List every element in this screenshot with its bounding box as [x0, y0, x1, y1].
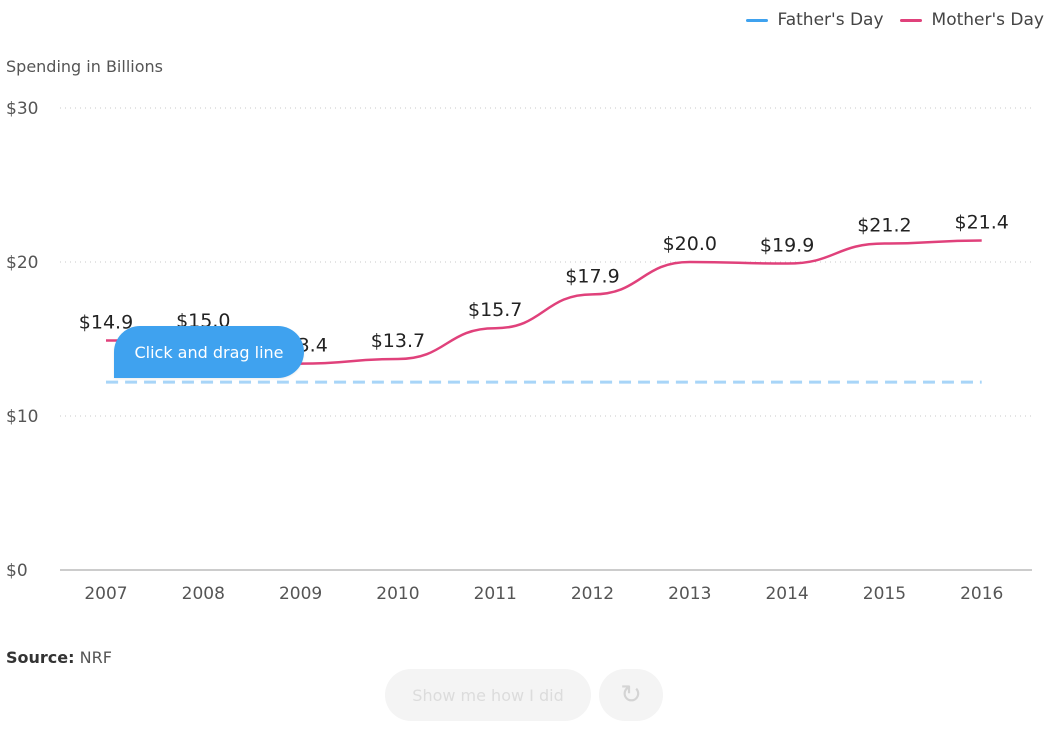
- legend-label-mothers-day: Mother's Day: [931, 10, 1044, 30]
- x-tick-label: 2007: [84, 584, 127, 604]
- chart-legend: Father's Day Mother's Day: [745, 10, 1044, 30]
- data-label-mothers-day: $21.4: [954, 211, 1008, 233]
- data-label-mothers-day: $17.9: [565, 265, 619, 287]
- grid-lines: [60, 107, 1032, 571]
- y-tick-label: $0: [6, 561, 28, 581]
- source-text: NRF: [79, 648, 112, 667]
- y-tick-label: $10: [6, 407, 38, 427]
- source-note: Source: NRF: [6, 648, 112, 667]
- reset-icon: ↻: [620, 680, 642, 710]
- legend-swatch-mothers-day: [899, 18, 922, 22]
- data-label-mothers-day: $15.7: [468, 299, 522, 321]
- drag-hint-tooltip[interactable]: Click and drag line: [114, 326, 304, 378]
- source-label: Source:: [6, 648, 75, 667]
- legend-label-fathers-day: Father's Day: [777, 10, 884, 30]
- legend-swatch-fathers-day: [745, 18, 768, 22]
- reset-button[interactable]: ↻: [599, 669, 663, 721]
- y-tick-label: $20: [6, 253, 38, 273]
- data-label-mothers-day: $21.2: [857, 215, 911, 237]
- line-chart[interactable]: $0 $10 $20 $30 2007 2008 2009 2010 2011 2012 2013…: [0, 0, 1050, 640]
- x-tick-label: 2013: [668, 584, 711, 604]
- drag-hint-text: Click and drag line: [134, 342, 284, 362]
- show-me-how-i-did-button[interactable]: Show me how I did: [385, 669, 591, 721]
- legend-item-fathers-day: Father's Day: [745, 10, 884, 30]
- x-tick-label: 2012: [571, 584, 614, 604]
- data-label-mothers-day: $20.0: [663, 233, 717, 255]
- data-label-mothers-day: $13.7: [371, 330, 425, 352]
- x-tick-label: 2011: [474, 584, 517, 604]
- x-tick-label: 2014: [765, 584, 808, 604]
- x-axis-ticks: 2007 2008 2009 2010 2011 2012 2013 2014 2015 2016: [84, 584, 1003, 604]
- x-tick-label: 2008: [182, 584, 225, 604]
- x-tick-label: 2015: [863, 584, 906, 604]
- y-axis-ticks: $0 $10 $20 $30: [6, 99, 38, 581]
- x-tick-label: 2016: [960, 584, 1003, 604]
- data-label-mothers-day: $14.9: [79, 312, 133, 334]
- x-tick-label: 2010: [376, 584, 419, 604]
- action-buttons: Show me how I did ↻: [385, 669, 663, 721]
- y-tick-label: $30: [6, 99, 38, 119]
- data-label-mothers-day: $19.9: [760, 235, 814, 257]
- legend-item-mothers-day: Mother's Day: [899, 10, 1044, 30]
- y-axis-title: Spending in Billions: [6, 57, 163, 76]
- x-tick-label: 2009: [279, 584, 322, 604]
